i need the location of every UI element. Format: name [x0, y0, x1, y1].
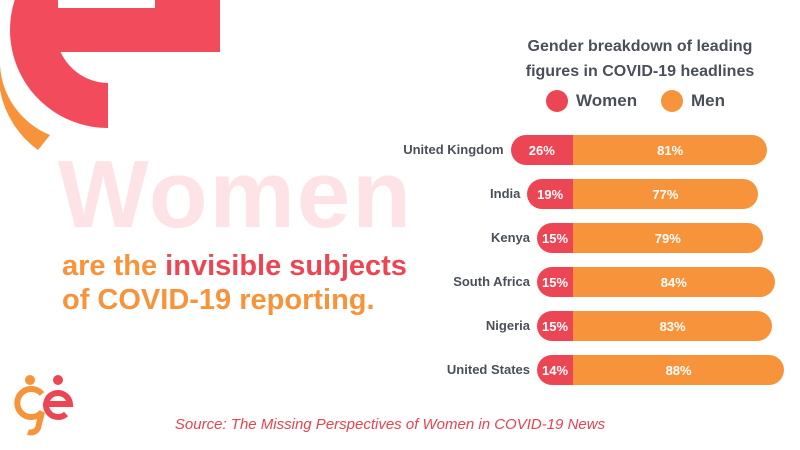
bar-women: 15% — [537, 267, 573, 297]
legend-men-swatch — [661, 90, 683, 112]
bar-women: 15% — [537, 311, 573, 341]
legend-label: Men — [691, 91, 725, 110]
bar-men: 83% — [573, 311, 773, 341]
headline-line-2: of COVID-19 reporting. — [62, 284, 375, 316]
chart-title: Gender breakdown of leading figures in C… — [480, 34, 800, 84]
legend-men: Men — [661, 90, 725, 112]
headline-highlight: invisible subjects — [165, 250, 407, 282]
legend-label: Women — [576, 91, 638, 110]
bar-women: 14% — [537, 355, 573, 385]
headline-text: are the — [62, 250, 166, 282]
headline-line-1: are the invisible subjects — [62, 250, 407, 283]
bar-women: 26% — [510, 135, 573, 165]
category-label: South Africa — [453, 274, 530, 289]
category-label: United States — [446, 362, 530, 377]
logo-icon — [14, 375, 74, 436]
chart-title-line: figures in COVID-19 headlines — [525, 63, 755, 80]
legend-women: Women — [546, 90, 637, 112]
category-label: United Kingdom — [403, 142, 504, 157]
category-label: India — [490, 186, 521, 201]
brand-e-graphic — [0, 0, 220, 150]
category-label: Nigeria — [485, 318, 530, 333]
bar-men: 79% — [573, 223, 763, 253]
category-label: Kenya — [490, 230, 530, 245]
bar-men: 77% — [573, 179, 758, 209]
legend-women-swatch — [546, 90, 568, 112]
bar-women: 19% — [527, 179, 573, 209]
big-word-women: Women — [58, 141, 413, 248]
bar-men: 81% — [573, 135, 768, 165]
bar-men: 84% — [573, 267, 775, 297]
chart-title-line: Gender breakdown of leading — [527, 38, 753, 55]
bar-women: 15% — [537, 223, 573, 253]
source-note: Source: The Missing Perspectives of Wome… — [174, 416, 606, 433]
bar-men: 88% — [573, 355, 785, 385]
